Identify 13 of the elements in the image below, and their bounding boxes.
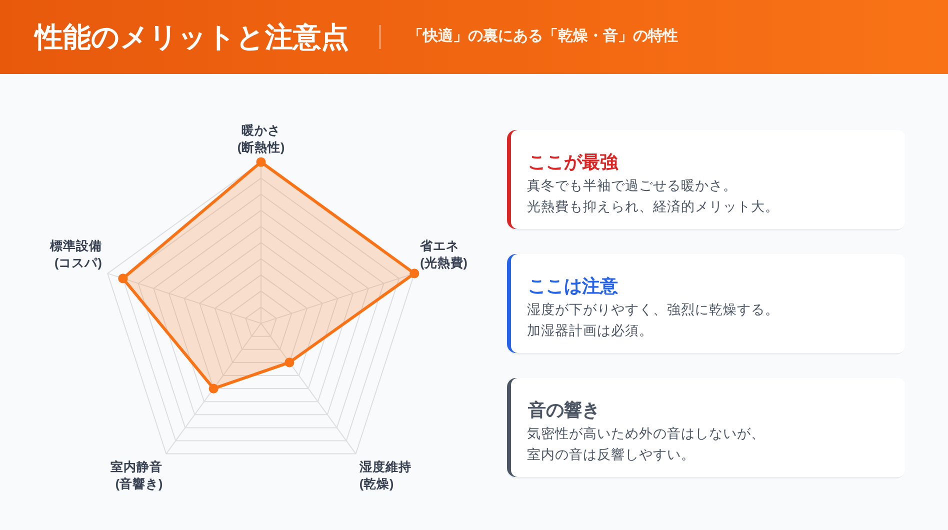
- spoke-label: 室内静音 (音響き): [110, 459, 163, 492]
- spoke-label: 標準設備 (コスパ): [48, 238, 102, 270]
- spoke-label: 省エネ (光熱費): [419, 239, 468, 270]
- text: 真冬でも半袖で過ごせる暖かさ。光熱費も抑えられ、経済的メリット大。: [527, 178, 779, 214]
- chart-title: 性能のメリットと注意点: [33, 22, 349, 52]
- text: 音の響き: [527, 400, 600, 420]
- text: 湿度が下がりやすく、強烈に乾燥する。加湿器計画は必須。: [527, 302, 779, 338]
- text: 気密性が高いため外の音はしないが、室内の音は反響しやすい。: [527, 426, 765, 462]
- text: ここが最強: [528, 152, 619, 172]
- text: ここは注意: [528, 276, 619, 296]
- spoke-label: 湿度維持 (乾燥): [358, 459, 412, 492]
- spoke-label: 暖かさ (断熱性): [237, 122, 285, 154]
- text: 「快適」の裏にある「乾燥・音」の特性: [408, 26, 678, 44]
